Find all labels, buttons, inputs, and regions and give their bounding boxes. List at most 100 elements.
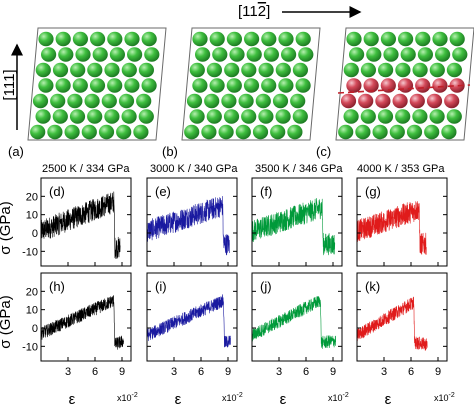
green-atom <box>133 124 149 140</box>
plot-frame <box>251 177 343 267</box>
green-atom <box>35 62 51 78</box>
atom-panel-label-2: (b) <box>162 144 178 159</box>
green-atom <box>30 124 46 140</box>
stress-series-line <box>146 196 231 256</box>
x-multiplier-3: x10-2 <box>328 392 349 403</box>
stress-strain-panel-g: (g) <box>356 177 448 267</box>
green-atom <box>281 47 297 62</box>
cell-frame <box>27 27 167 141</box>
x-tick-label: 9 <box>435 366 441 378</box>
plot-frame <box>146 177 238 267</box>
green-atom <box>275 62 291 78</box>
green-atom <box>195 47 211 62</box>
panel-label: (d) <box>49 184 65 199</box>
green-atom <box>235 124 251 140</box>
x-axis-label-3: ε <box>280 391 287 408</box>
green-atom <box>417 47 433 62</box>
column-header-2: 3000 K / 340 GPa <box>150 163 238 175</box>
red-atom <box>358 93 374 109</box>
green-atom <box>400 47 416 62</box>
green-atom <box>141 31 157 47</box>
green-atom <box>124 78 140 93</box>
green-atom <box>92 47 108 62</box>
green-atom <box>144 47 160 62</box>
green-atom <box>116 124 132 140</box>
x-tick-label: 3 <box>276 366 282 378</box>
stress-strain-panel-e: (e) <box>146 177 238 267</box>
x-axis-label-1: ε <box>69 391 76 408</box>
x-axis-label-4: ε <box>385 391 392 408</box>
green-atom <box>38 31 54 47</box>
green-atom <box>272 93 289 109</box>
stress-series-line <box>40 191 121 259</box>
y-axis-label-row1: σ (GPa) <box>0 201 14 254</box>
green-atom <box>189 62 205 78</box>
x-tick-label: 9 <box>119 366 125 378</box>
panel-label: (e) <box>155 184 171 199</box>
plot-frame <box>40 272 132 362</box>
stress-strain-panel-j: 3 6 9 (j) <box>251 272 343 378</box>
green-atom <box>349 47 365 62</box>
red-atom <box>432 78 448 93</box>
svg-text:σ (GPa): σ (GPa) <box>0 295 14 348</box>
red-atom <box>449 78 465 93</box>
green-atom <box>378 62 394 78</box>
green-atom <box>338 124 354 140</box>
green-atom <box>90 31 106 47</box>
atom-panel-1: (a) <box>8 27 167 159</box>
green-atom <box>398 31 414 47</box>
y-tick-label: 0 <box>32 323 38 335</box>
y-tick-label: -10 <box>22 341 38 353</box>
svg-text:[111]: [111] <box>1 69 18 100</box>
stress-series-line <box>40 295 125 350</box>
green-atom <box>121 109 137 124</box>
green-atom <box>98 124 115 140</box>
green-atom <box>104 62 120 78</box>
svg-text:[112]: [112] <box>238 3 270 20</box>
stress-series-line <box>356 201 427 255</box>
atom-panel-label-3: (c) <box>316 144 331 159</box>
green-atom <box>246 47 262 62</box>
atom-panel-2: (b) <box>162 27 321 159</box>
green-atom <box>424 124 440 140</box>
green-atom <box>201 124 217 140</box>
green-atom <box>238 93 254 109</box>
green-atom <box>258 109 274 124</box>
green-atom <box>75 47 91 62</box>
green-atom <box>446 62 462 78</box>
green-atom <box>261 31 277 47</box>
plot-frame <box>251 272 343 362</box>
green-atom <box>383 47 399 62</box>
green-atom <box>192 31 208 47</box>
green-atom <box>141 78 157 93</box>
panel-label: (j) <box>260 279 272 294</box>
y-tick-label: 0 <box>32 228 38 240</box>
red-atom <box>415 78 431 93</box>
cell-frame <box>181 27 321 141</box>
plot-frame <box>146 272 238 362</box>
green-atom <box>107 31 123 47</box>
green-atom <box>263 47 279 62</box>
plot-frame <box>356 272 448 362</box>
green-atom <box>81 124 97 140</box>
green-atom <box>109 47 125 62</box>
column-header-1: 2500 K / 334 GPa <box>42 163 130 175</box>
green-atom <box>278 31 294 47</box>
green-atom <box>441 124 457 140</box>
green-atom <box>47 124 63 140</box>
green-atom <box>255 93 271 109</box>
green-atom <box>429 62 445 78</box>
y-tick-label: -10 <box>22 246 38 258</box>
green-atom <box>72 31 88 47</box>
green-atom <box>209 31 225 47</box>
green-atom <box>226 31 242 47</box>
red-atom <box>363 78 379 93</box>
green-atom <box>395 109 411 124</box>
green-atom <box>209 78 225 93</box>
green-atom <box>290 93 306 109</box>
x-tick-label: 3 <box>381 366 387 378</box>
green-atom <box>295 78 311 93</box>
green-atom <box>55 78 71 93</box>
